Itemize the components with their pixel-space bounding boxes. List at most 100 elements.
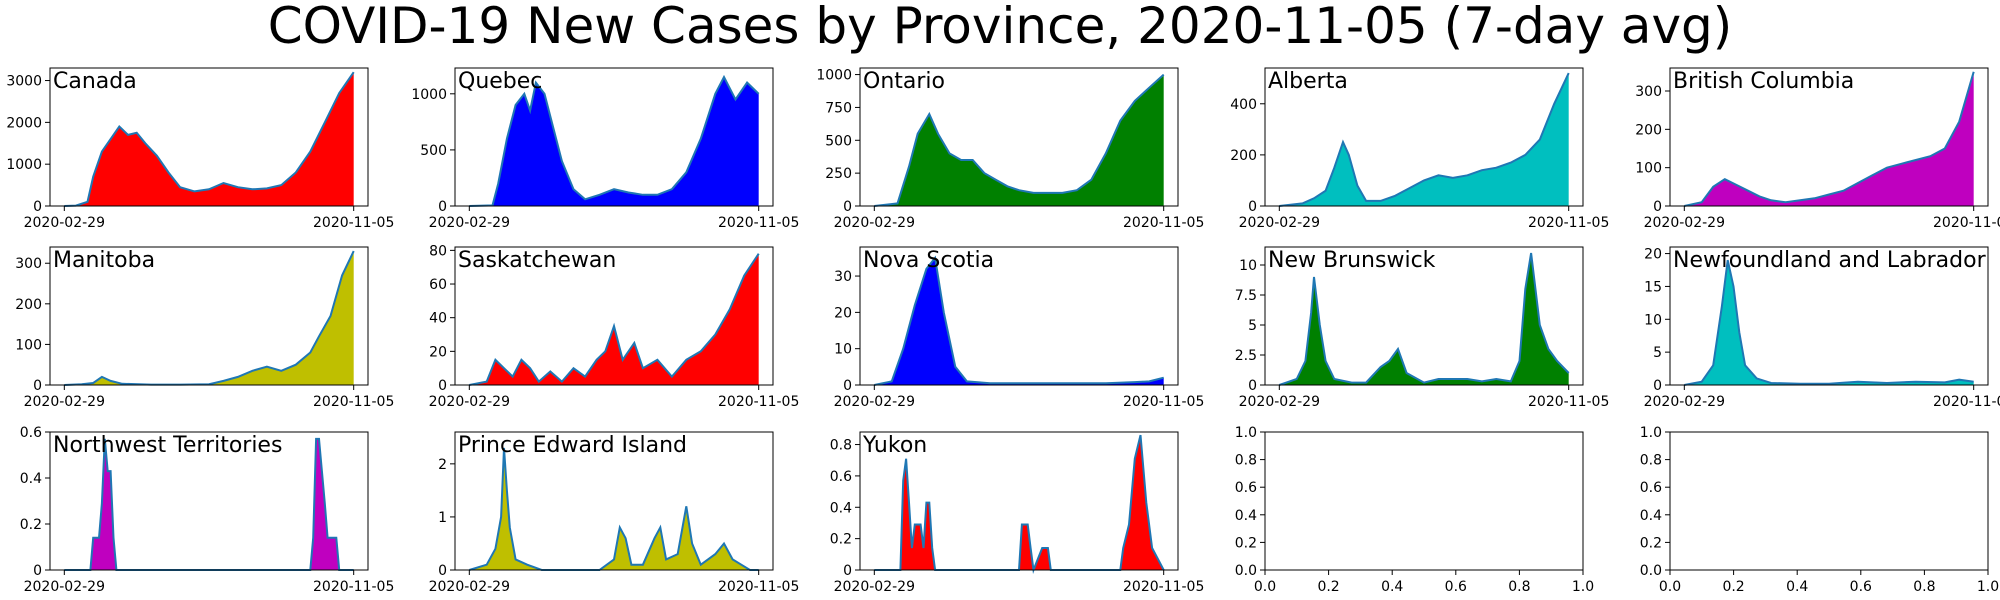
y-tick-label: 0 — [438, 199, 447, 215]
panel-title: Canada — [53, 69, 137, 94]
panel-title: Northwest Territories — [53, 433, 282, 458]
y-tick-label: 0 — [1248, 378, 1257, 394]
y-tick-label: 10 — [834, 342, 852, 358]
y-tick-label: 0.6 — [1640, 480, 1662, 496]
x-tick-label: 2020-11-05 — [313, 579, 394, 595]
panel-title: Ontario — [863, 69, 945, 94]
y-tick-label: 5 — [1248, 318, 1257, 334]
x-tick-label: 2020-02-29 — [834, 394, 915, 410]
plot-frame — [1669, 246, 1989, 386]
y-tick-label: 2.5 — [1235, 348, 1257, 364]
plot-frame — [1264, 67, 1584, 207]
panel-new-brunswick: 0 2.5 5 7.5 10 2020-02-29 2020-11-05 New Brunsw… — [1235, 246, 1609, 410]
y-tick-label: 0 — [438, 563, 447, 579]
x-tick-label: 2020-02-29 — [24, 394, 105, 410]
plot-frame — [1264, 431, 1584, 571]
y-tick-label: 0.0 — [1640, 563, 1662, 579]
y-tick-label: 0 — [33, 378, 42, 394]
y-tick-label: 20 — [834, 305, 852, 321]
panel-quebec: 0 500 1000 2020-02-29 2020-11-05 Quebec — [411, 67, 799, 231]
series-area — [874, 435, 1164, 570]
series-line — [469, 74, 760, 207]
panel-title: British Columbia — [1673, 69, 1854, 94]
y-tick-label: 400 — [1230, 97, 1257, 113]
y-tick-label: 10 — [1644, 312, 1662, 328]
x-tick-label: 0.4 — [1786, 579, 1808, 595]
x-tick-label: 1.0 — [1572, 579, 1594, 595]
y-tick-label: 0 — [843, 199, 852, 215]
y-tick-label: 100 — [15, 337, 42, 353]
x-tick-label: 2020-11-05 — [1528, 215, 1609, 231]
plot-frame — [859, 431, 1179, 571]
x-tick-label: 2020-02-29 — [1239, 215, 1320, 231]
panel-ontario: 0 250 500 750 1000 2020-02-29 2020-11-05 Ontari… — [816, 67, 1204, 231]
x-tick-label: 2020-11-05 — [1933, 394, 2000, 410]
x-tick-label: 2020-11-05 — [718, 579, 799, 595]
plot-frame — [49, 246, 369, 386]
y-tick-label: 0.4 — [1235, 508, 1257, 524]
plot-frame — [454, 246, 774, 386]
y-tick-label: 2 — [438, 457, 447, 473]
y-tick-label: 0.2 — [1640, 535, 1662, 551]
panel-title: Saskatchewan — [458, 248, 616, 273]
y-tick-label: 500 — [825, 133, 852, 149]
x-tick-label: 2020-02-29 — [429, 215, 510, 231]
panel-title: New Brunswick — [1268, 248, 1436, 273]
series-area — [64, 438, 354, 570]
y-tick-label: 0 — [33, 563, 42, 579]
series-area — [469, 253, 759, 385]
series-area — [1684, 71, 1974, 206]
y-tick-label: 0.8 — [830, 438, 852, 454]
x-tick-label: 2020-11-05 — [718, 394, 799, 410]
panel-title: Alberta — [1268, 69, 1348, 94]
y-tick-label: 250 — [825, 166, 852, 182]
panel-northwest-territories: 0 0.2 0.4 0.6 2020-02-29 2020-11-05 Northwest … — [20, 425, 395, 595]
y-tick-label: 750 — [825, 100, 852, 116]
y-tick-label: 100 — [1635, 161, 1662, 177]
panel-canada: 0 1000 2000 3000 2020-02-29 2020-11-05 Canada — [6, 67, 394, 231]
x-tick-label: 2020-02-29 — [429, 394, 510, 410]
series-line — [1684, 259, 1974, 386]
y-tick-label: 30 — [834, 269, 852, 285]
x-tick-label: 2020-02-29 — [24, 215, 105, 231]
x-tick-label: 0.0 — [1659, 579, 1681, 595]
series-area — [874, 257, 1164, 385]
x-tick-label: 2020-02-29 — [1239, 394, 1320, 410]
y-tick-label: 0.0 — [1235, 563, 1257, 579]
series-line — [1278, 252, 1570, 386]
x-tick-label: 2020-11-05 — [1933, 215, 2000, 231]
x-tick-label: 2020-11-05 — [1123, 579, 1204, 595]
y-tick-label: 1.0 — [1640, 425, 1662, 441]
y-tick-label: 0 — [843, 378, 852, 394]
x-tick-label: 2020-11-05 — [313, 215, 394, 231]
x-tick-label: 0.2 — [1722, 579, 1744, 595]
plot-frame — [859, 67, 1179, 207]
y-tick-label: 1000 — [816, 68, 852, 84]
plot-frame — [1264, 246, 1584, 386]
y-tick-label: 300 — [15, 256, 42, 272]
series-line — [469, 253, 760, 386]
series-area — [469, 447, 759, 570]
y-tick-label: 0 — [1248, 199, 1257, 215]
panel-title: Yukon — [862, 433, 927, 458]
plot-frame — [1669, 431, 1989, 571]
y-tick-label: 0.2 — [1235, 535, 1257, 551]
panel-british-columbia: 0 100 200 300 2020-02-29 2020-11-05 British Co… — [1635, 67, 2000, 231]
y-tick-label: 2000 — [6, 115, 42, 131]
y-tick-label: 3000 — [6, 74, 42, 90]
x-tick-label: 0.8 — [1508, 579, 1530, 595]
series-line — [874, 255, 1164, 386]
y-tick-label: 0.8 — [1640, 453, 1662, 469]
panel-title: Quebec — [458, 69, 542, 94]
x-tick-label: 2020-11-05 — [1123, 215, 1204, 231]
y-tick-label: 0 — [843, 563, 852, 579]
series-line — [1279, 72, 1570, 207]
y-tick-label: 0.6 — [1235, 480, 1257, 496]
y-tick-label: 200 — [1230, 148, 1257, 164]
y-tick-label: 1.0 — [1235, 425, 1257, 441]
series-line — [64, 71, 355, 207]
y-tick-label: 1 — [438, 510, 447, 526]
y-tick-label: 7.5 — [1235, 288, 1257, 304]
y-tick-label: 40 — [429, 311, 447, 327]
